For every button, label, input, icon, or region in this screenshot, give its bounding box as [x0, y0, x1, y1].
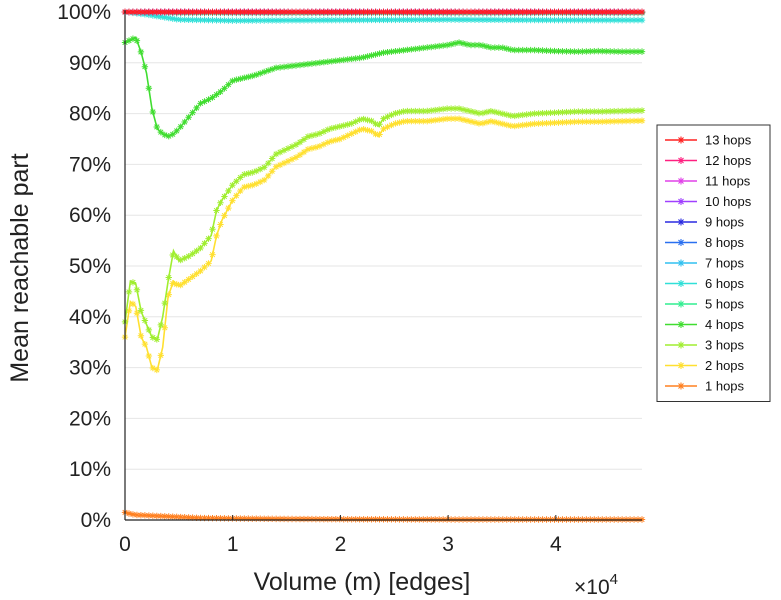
- y-tick-label: 10%: [69, 458, 111, 481]
- y-tick-label: 80%: [69, 103, 111, 126]
- y-tick-label: 20%: [69, 407, 111, 430]
- legend-item: 12 hops: [665, 153, 752, 168]
- legend-label: 2 hops: [705, 358, 745, 373]
- legend-item: 8 hops: [665, 235, 745, 250]
- x-tick-label: 2: [335, 533, 347, 556]
- legend-marker: [677, 321, 685, 328]
- legend-label: 5 hops: [705, 297, 745, 312]
- grid: [125, 11, 642, 521]
- series-line: [124, 117, 643, 372]
- y-tick-label: 50%: [69, 255, 111, 278]
- legend-marker: [677, 300, 685, 308]
- legend-item: 2 hops: [665, 358, 745, 373]
- y-tick-label: 0%: [81, 509, 111, 532]
- y-tick-label: 30%: [69, 357, 111, 380]
- series-13-hops: [121, 8, 646, 16]
- tick-labels: 0% 10% 20% 30% 40% 50% 60% 70% 80% 90% 100% 0 1 2 3 4: [57, 1, 562, 556]
- legend-label: 6 hops: [705, 276, 745, 291]
- legend-item: 7 hops: [665, 256, 745, 271]
- legend-item: 3 hops: [665, 338, 745, 353]
- series-markers: [121, 115, 646, 374]
- series-markers: [121, 105, 646, 343]
- x-axis-exponent: ×104: [574, 571, 618, 599]
- series-markers: [121, 8, 646, 16]
- legend-marker: [677, 382, 685, 390]
- y-tick-label: 40%: [69, 306, 111, 329]
- legend-item: 5 hops: [665, 297, 745, 312]
- legend-marker: [677, 177, 685, 185]
- legend-item: 10 hops: [665, 194, 752, 209]
- x-tick-label: 4: [550, 533, 562, 556]
- legend-marker: [677, 341, 685, 349]
- legend-label: 12 hops: [705, 153, 752, 168]
- legend-marker: [677, 136, 685, 144]
- legend-label: 1 hops: [705, 379, 745, 394]
- legend: 13 hops 12 hops 11 hops 10 hops 9 hops 8 hops…: [656, 124, 771, 402]
- legend-marker: [677, 280, 685, 287]
- y-tick-label: 100%: [57, 1, 111, 24]
- y-tick-label: 60%: [69, 204, 111, 227]
- x-tick-label: 1: [227, 533, 239, 556]
- legend-item: 9 hops: [665, 215, 745, 230]
- x-axis-title: Volume (m) [edges]: [254, 568, 471, 596]
- series-2-hops: [121, 115, 646, 374]
- legend-label: 9 hops: [705, 215, 745, 230]
- y-axis-title: Mean reachable part: [6, 153, 34, 382]
- legend-marker: [677, 259, 685, 267]
- series-1-hops: [121, 509, 646, 523]
- legend-item: 11 hops: [665, 174, 751, 189]
- legend-item: 6 hops: [665, 276, 745, 291]
- series-3-hops: [121, 105, 646, 343]
- legend-marker: [677, 218, 685, 226]
- y-tick-label: 90%: [69, 52, 111, 75]
- series-line: [124, 107, 643, 341]
- legend-label: 13 hops: [705, 133, 752, 148]
- legend-label: 7 hops: [705, 256, 745, 271]
- series-markers: [121, 509, 646, 523]
- y-tick-label: 70%: [69, 153, 111, 176]
- legend-label: 4 hops: [705, 317, 745, 332]
- x-tick-label: 0: [119, 533, 131, 556]
- legend-marker: [677, 239, 685, 246]
- legend-marker: [677, 157, 685, 164]
- x-axis-exponent-base: ×10: [574, 576, 610, 599]
- axes: [124, 10, 642, 521]
- x-axis-exponent-power: 4: [610, 571, 618, 588]
- legend-label: 10 hops: [705, 194, 752, 209]
- legend-item: 13 hops: [665, 133, 752, 148]
- legend-item: 4 hops: [665, 317, 745, 332]
- legend-marker: [677, 362, 685, 369]
- legend-item: 1 hops: [665, 379, 745, 394]
- legend-label: 3 hops: [705, 338, 745, 353]
- legend-label: 11 hops: [705, 174, 751, 189]
- legend-marker: [677, 198, 685, 205]
- legend-label: 8 hops: [705, 235, 745, 250]
- x-tick-label: 3: [442, 533, 454, 556]
